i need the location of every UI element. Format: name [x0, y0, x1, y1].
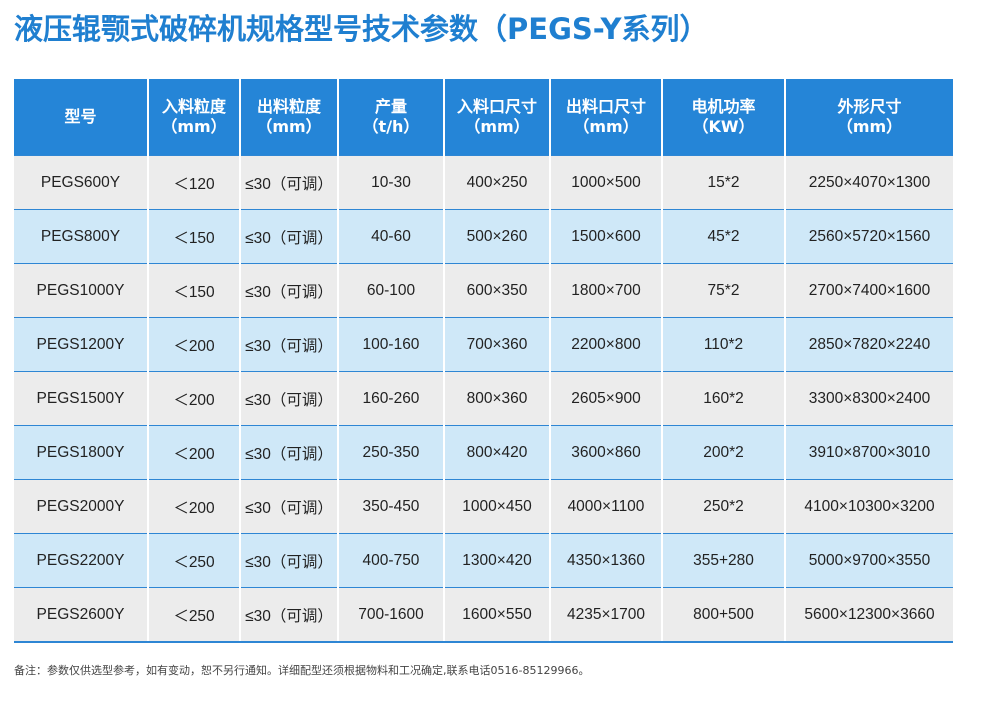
cell-dimensions: 2560×5720×1560 — [785, 209, 953, 264]
cell-discharge-size: ≤30（可调） — [240, 425, 339, 480]
cell-dimensions: 2250×4070×1300 — [785, 155, 953, 210]
cell-discharge-size: ≤30（可调） — [240, 371, 339, 426]
cell-feed-opening: 1600×550 — [444, 587, 551, 643]
cell-motor-power: 200*2 — [662, 425, 786, 480]
cell-feed-opening: 1300×420 — [444, 533, 551, 588]
table-row: PEGS2200Y ＜250 ≤30（可调） 400-750 1300×420 4350×… — [14, 533, 953, 588]
table-row: PEGS2000Y ＜200 ≤30（可调） 350-450 1000×450 4000×… — [14, 479, 953, 534]
cell-feed-opening: 600×350 — [444, 263, 551, 318]
cell-dimensions: 4100×10300×3200 — [785, 479, 953, 534]
cell-model: PEGS800Y — [14, 209, 149, 264]
header-discharge-size: 出料粒度 （mm） — [240, 79, 339, 156]
cell-discharge-opening: 1800×700 — [550, 263, 663, 318]
cell-dimensions: 3910×8700×3010 — [785, 425, 953, 480]
cell-motor-power: 110*2 — [662, 317, 786, 372]
cell-feed-size: ＜120 — [148, 155, 241, 210]
cell-dimensions: 5600×12300×3660 — [785, 587, 953, 643]
header-capacity: 产量 （t/h） — [338, 79, 445, 156]
cell-feed-opening: 500×260 — [444, 209, 551, 264]
header-dimensions: 外形尺寸 （mm） — [785, 79, 953, 156]
cell-feed-size: ＜200 — [148, 479, 241, 534]
cell-model: PEGS600Y — [14, 155, 149, 210]
cell-discharge-size: ≤30（可调） — [240, 587, 339, 643]
cell-model: PEGS1000Y — [14, 263, 149, 318]
cell-model: PEGS1800Y — [14, 425, 149, 480]
cell-discharge-opening: 1000×500 — [550, 155, 663, 210]
cell-feed-opening: 1000×450 — [444, 479, 551, 534]
cell-dimensions: 5000×9700×3550 — [785, 533, 953, 588]
cell-feed-opening: 800×420 — [444, 425, 551, 480]
cell-feed-size: ＜250 — [148, 533, 241, 588]
cell-feed-size: ＜250 — [148, 587, 241, 643]
cell-dimensions: 3300×8300×2400 — [785, 371, 953, 426]
cell-discharge-size: ≤30（可调） — [240, 479, 339, 534]
cell-dimensions: 2700×7400×1600 — [785, 263, 953, 318]
spec-table: 型号 入料粒度 （mm） 出料粒度 （mm） 产量 （t/h） 入料口尺寸 （mm） 出… — [14, 79, 953, 643]
cell-motor-power: 160*2 — [662, 371, 786, 426]
table-row: PEGS2600Y ＜250 ≤30（可调） 700-1600 1600×550 4235… — [14, 587, 953, 643]
table-row: PEGS1500Y ＜200 ≤30（可调） 160-260 800×360 2605×9… — [14, 371, 953, 426]
cell-discharge-opening: 4000×1100 — [550, 479, 663, 534]
cell-discharge-size: ≤30（可调） — [240, 209, 339, 264]
header-discharge-opening: 出料口尺寸 （mm） — [550, 79, 663, 156]
header-motor-power: 电机功率 （KW） — [662, 79, 786, 156]
cell-motor-power: 355+280 — [662, 533, 786, 588]
table-row: PEGS800Y ＜150 ≤30（可调） 40-60 500×260 1500×600 4… — [14, 209, 953, 264]
cell-feed-opening: 400×250 — [444, 155, 551, 210]
table-row: PEGS1200Y ＜200 ≤30（可调） 100-160 700×360 2200×8… — [14, 317, 953, 372]
cell-capacity: 700-1600 — [338, 587, 445, 643]
header-feed-opening: 入料口尺寸 （mm） — [444, 79, 551, 156]
cell-model: PEGS2000Y — [14, 479, 149, 534]
cell-discharge-opening: 3600×860 — [550, 425, 663, 480]
cell-feed-opening: 800×360 — [444, 371, 551, 426]
cell-capacity: 160-260 — [338, 371, 445, 426]
cell-discharge-opening: 4235×1700 — [550, 587, 663, 643]
cell-motor-power: 250*2 — [662, 479, 786, 534]
header-feed-size: 入料粒度 （mm） — [148, 79, 241, 156]
cell-capacity: 60-100 — [338, 263, 445, 318]
cell-motor-power: 75*2 — [662, 263, 786, 318]
cell-model: PEGS2600Y — [14, 587, 149, 643]
cell-feed-size: ＜200 — [148, 371, 241, 426]
cell-feed-size: ＜200 — [148, 317, 241, 372]
cell-discharge-size: ≤30（可调） — [240, 155, 339, 210]
table-header-row: 型号 入料粒度 （mm） 出料粒度 （mm） 产量 （t/h） 入料口尺寸 （mm） 出… — [14, 79, 953, 156]
page-title: 液压辊颚式破碎机规格型号技术参数（PEGS-Y系列） — [14, 12, 709, 46]
cell-model: PEGS1500Y — [14, 371, 149, 426]
table-body: PEGS600Y ＜120 ≤30（可调） 10-30 400×250 1000×500 1… — [14, 155, 953, 643]
cell-discharge-opening: 4350×1360 — [550, 533, 663, 588]
cell-capacity: 100-160 — [338, 317, 445, 372]
cell-discharge-opening: 1500×600 — [550, 209, 663, 264]
table-row: PEGS1000Y ＜150 ≤30（可调） 60-100 600×350 1800×70… — [14, 263, 953, 318]
cell-capacity: 250-350 — [338, 425, 445, 480]
cell-discharge-opening: 2200×800 — [550, 317, 663, 372]
cell-feed-size: ＜150 — [148, 263, 241, 318]
cell-discharge-size: ≤30（可调） — [240, 263, 339, 318]
cell-feed-size: ＜200 — [148, 425, 241, 480]
cell-model: PEGS1200Y — [14, 317, 149, 372]
cell-feed-size: ＜150 — [148, 209, 241, 264]
table-row: PEGS1800Y ＜200 ≤30（可调） 250-350 800×420 3600×8… — [14, 425, 953, 480]
cell-capacity: 350-450 — [338, 479, 445, 534]
cell-motor-power: 800+500 — [662, 587, 786, 643]
table-row: PEGS600Y ＜120 ≤30（可调） 10-30 400×250 1000×500 1… — [14, 155, 953, 210]
cell-motor-power: 15*2 — [662, 155, 786, 210]
cell-motor-power: 45*2 — [662, 209, 786, 264]
footnote: 备注：参数仅供选型参考，如有变动，恕不另行通知。详细配型还须根据物料和工况确定,… — [14, 664, 590, 677]
cell-discharge-size: ≤30（可调） — [240, 317, 339, 372]
cell-capacity: 400-750 — [338, 533, 445, 588]
cell-capacity: 10-30 — [338, 155, 445, 210]
cell-capacity: 40-60 — [338, 209, 445, 264]
cell-discharge-size: ≤30（可调） — [240, 533, 339, 588]
cell-model: PEGS2200Y — [14, 533, 149, 588]
cell-feed-opening: 700×360 — [444, 317, 551, 372]
header-model: 型号 — [14, 79, 149, 156]
cell-discharge-opening: 2605×900 — [550, 371, 663, 426]
cell-dimensions: 2850×7820×2240 — [785, 317, 953, 372]
